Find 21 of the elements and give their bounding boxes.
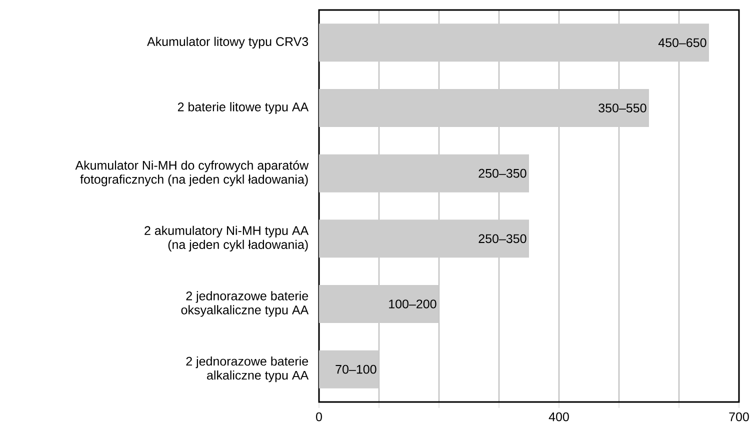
bar: [319, 154, 529, 192]
y-tick-label: 2 jednorazowe baterie oksyalkaliczne typu AA: [181, 291, 309, 317]
x-tick-label: 700: [729, 412, 749, 422]
y-tick-label: Akumulator litowy typu CRV3: [147, 36, 308, 48]
data-label: 250–350: [478, 234, 526, 244]
data-label: 100–200: [389, 300, 436, 308]
x-tick-label: 400: [548, 412, 569, 422]
bar: [319, 284, 439, 323]
data-label: 250–350: [478, 168, 526, 178]
data-label: 350–550: [598, 104, 646, 112]
y-tick-label: Akumulator Ni-MH do cyfrowych aparatów fotograficznych (na jeden cykl ładowania): [75, 160, 309, 186]
y-tick-label: 2 jednorazowe baterie alkaliczne typu AA: [186, 356, 309, 382]
bar: [319, 350, 380, 388]
y-tick-label: 2 akumulatory Ni-MH typu AA (na jeden cykl ładowania): [144, 226, 309, 252]
data-label: 450–650: [658, 38, 706, 48]
x-tick-label: 0: [316, 412, 322, 422]
data-label: 70–100: [336, 364, 376, 374]
bar: [319, 24, 709, 62]
bar: [319, 89, 649, 127]
bar: [319, 220, 529, 258]
y-tick-label: 2 baterie litowe typu AA: [178, 102, 309, 114]
